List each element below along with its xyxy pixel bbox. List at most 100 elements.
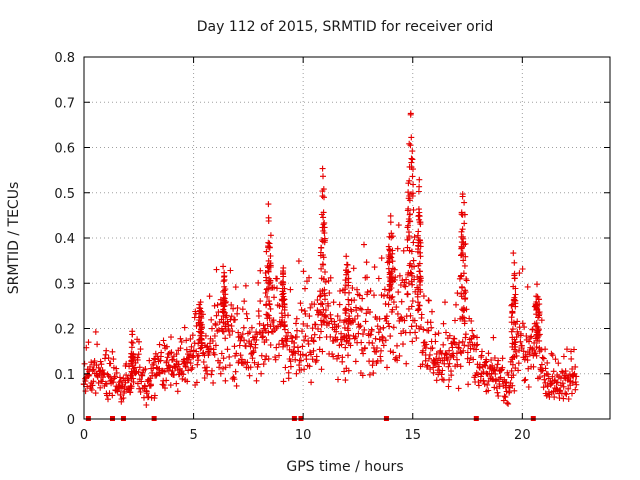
data-point <box>388 277 395 284</box>
data-point <box>389 293 396 300</box>
data-point <box>346 313 353 320</box>
data-point <box>423 341 430 348</box>
data-point <box>361 241 367 248</box>
data-point <box>415 248 421 255</box>
data-point <box>508 328 515 335</box>
data-point <box>222 320 229 327</box>
data-point <box>372 335 379 342</box>
data-point <box>173 358 180 365</box>
data-point <box>187 360 194 367</box>
data-point <box>215 326 222 333</box>
data-point <box>415 213 422 220</box>
data-point <box>103 347 110 354</box>
data-point <box>569 366 576 372</box>
data-point <box>167 382 174 389</box>
data-point <box>322 307 329 314</box>
data-point <box>112 373 118 380</box>
data-point <box>499 364 506 371</box>
data-point <box>416 209 423 216</box>
data-point <box>284 335 291 342</box>
data-point <box>405 216 412 222</box>
data-point <box>518 330 524 337</box>
data-point <box>222 335 229 342</box>
data-point <box>491 355 498 361</box>
data-point <box>168 349 175 356</box>
data-point <box>509 361 516 368</box>
data-point <box>342 377 349 384</box>
data-point <box>569 390 575 397</box>
data-point <box>568 355 575 362</box>
data-point <box>301 337 308 344</box>
data-point <box>376 336 383 343</box>
x-axis-label: GPS time / hours <box>286 459 403 475</box>
data-point <box>189 364 196 371</box>
data-point <box>479 348 485 355</box>
data-point <box>495 393 502 399</box>
data-point <box>194 353 201 360</box>
data-point <box>565 396 572 402</box>
data-point <box>460 257 467 264</box>
data-point <box>509 308 516 315</box>
data-point <box>445 363 452 370</box>
data-point <box>398 298 405 305</box>
data-point <box>318 265 325 272</box>
data-point <box>157 357 164 364</box>
data-point <box>139 372 146 379</box>
data-point <box>149 369 156 376</box>
data-point <box>120 395 127 401</box>
data-point <box>554 379 561 386</box>
data-point <box>160 337 167 344</box>
data-point <box>459 193 466 200</box>
data-point <box>536 348 543 355</box>
data-point <box>393 304 400 311</box>
data-point <box>489 362 496 369</box>
data-point <box>327 274 334 281</box>
data-point <box>265 329 272 336</box>
data-point <box>562 390 569 397</box>
data-point <box>226 362 233 369</box>
data-point <box>260 361 267 368</box>
data-point <box>280 293 287 300</box>
data-point <box>406 197 413 204</box>
data-point <box>266 244 273 251</box>
data-point <box>160 382 167 389</box>
data-point <box>320 173 326 180</box>
data-point <box>280 378 287 385</box>
data-point <box>500 397 507 404</box>
data-point <box>210 346 217 353</box>
data-point <box>228 301 235 308</box>
data-point <box>385 254 392 260</box>
data-point <box>403 360 410 367</box>
data-point <box>377 353 384 360</box>
data-point <box>137 346 144 353</box>
data-point <box>196 328 203 335</box>
data-point <box>97 358 104 365</box>
data-point <box>517 338 524 345</box>
data-point <box>327 315 334 322</box>
data-point <box>382 337 389 344</box>
data-point <box>462 331 469 338</box>
data-point <box>508 302 515 309</box>
data-point <box>463 277 470 284</box>
data-point <box>218 350 225 357</box>
data-point <box>423 363 430 370</box>
data-point <box>485 350 492 357</box>
data-point <box>201 375 208 381</box>
data-point <box>473 342 480 349</box>
data-point <box>282 322 288 329</box>
data-point <box>197 320 204 326</box>
data-point <box>476 364 483 371</box>
data-point <box>163 343 170 350</box>
data-point <box>560 395 567 402</box>
data-point <box>267 342 274 348</box>
data-point <box>409 173 416 180</box>
data-point <box>431 360 438 367</box>
data-point <box>406 177 413 184</box>
data-point <box>474 334 480 341</box>
data-point <box>159 381 166 388</box>
data-point <box>336 317 343 324</box>
data-point <box>94 341 101 348</box>
data-point <box>442 299 448 306</box>
data-point <box>236 342 243 349</box>
data-point <box>247 364 254 371</box>
